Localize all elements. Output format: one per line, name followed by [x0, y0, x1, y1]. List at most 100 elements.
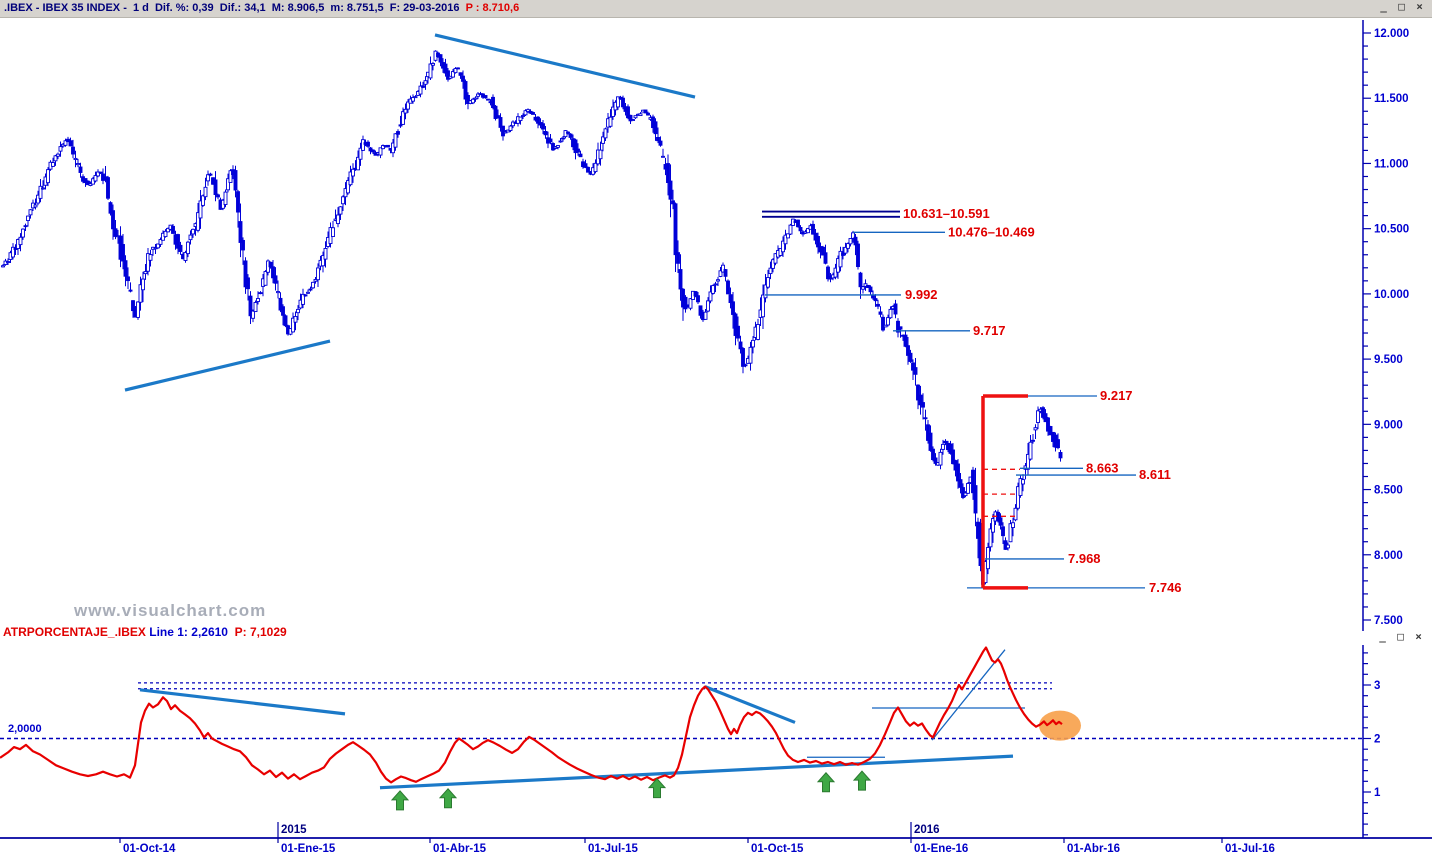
- candle-body: [986, 547, 990, 570]
- candle-body: [708, 291, 713, 302]
- indicator-line-value: 2,2610: [191, 625, 228, 639]
- candle-body: [541, 123, 545, 130]
- candle-body: [131, 300, 135, 312]
- candle-body: [938, 451, 943, 466]
- candle-body: [226, 178, 230, 191]
- candle-body: [998, 517, 1003, 526]
- candle-body: [78, 166, 83, 173]
- atr-line: [0, 646, 1063, 784]
- candle-body: [378, 147, 383, 156]
- price-axis[interactable]: 12.000 11.500 11.000 10.500 10.000 9.500 9.000…: [1362, 20, 1409, 631]
- candle-body: [51, 162, 55, 167]
- candle-body: [463, 81, 468, 100]
- candle-body: [1048, 426, 1053, 436]
- candle-body: [943, 440, 948, 444]
- close-button[interactable]: ×: [1416, 0, 1423, 13]
- candle-body: [858, 272, 863, 288]
- candle-body: [656, 136, 660, 142]
- candlestick-series: [1, 50, 1063, 589]
- candle-body: [926, 424, 930, 441]
- price-axis-tick-label: 10.500: [1374, 224, 1409, 236]
- candle-body: [276, 291, 280, 294]
- price-axis-tick-label: 9.000: [1374, 419, 1403, 431]
- price-level-label: 9.992: [905, 287, 938, 302]
- candle-body: [201, 195, 205, 206]
- candle-body: [223, 191, 228, 205]
- candle-body: [251, 310, 255, 319]
- candle-body: [46, 169, 50, 184]
- maximize-button[interactable]: □: [1397, 630, 1404, 643]
- candle-body: [611, 106, 615, 117]
- candle-body: [711, 285, 715, 294]
- candle-body: [443, 63, 448, 74]
- candle-body: [748, 346, 753, 364]
- candle-body: [491, 96, 495, 109]
- indicator-axis[interactable]: 3 2 1: [1362, 645, 1381, 838]
- minimize-button[interactable]: _: [1380, 0, 1387, 13]
- candle-body: [128, 289, 133, 292]
- candle-body: [366, 141, 370, 147]
- candle-body: [141, 278, 145, 291]
- close-button[interactable]: ×: [1415, 630, 1422, 643]
- candle-body: [451, 71, 455, 78]
- candle-body: [471, 98, 475, 104]
- candle-body: [358, 147, 363, 160]
- candle-body: [963, 492, 968, 497]
- candle-body: [431, 63, 435, 66]
- symbol-info: .IBEX - IBEX 35 INDEX - 1 d Dif. %: 0,39…: [4, 2, 466, 14]
- candle-body: [323, 248, 328, 260]
- candle-body: [921, 402, 925, 408]
- indicator-reference-lines: [0, 682, 1363, 740]
- time-axis[interactable]: 01-Oct-14 01-Ene-15 01-Abr-15 01-Jul-15 01-O…: [0, 822, 1432, 855]
- maximize-button[interactable]: □: [1398, 0, 1405, 13]
- candle-body: [991, 518, 995, 533]
- up-arrow-icon: [816, 771, 836, 793]
- candle-body: [1001, 526, 1005, 537]
- candle-body: [413, 96, 418, 99]
- candle-body: [721, 264, 725, 273]
- candle-body: [726, 280, 730, 295]
- candle-body: [988, 528, 993, 548]
- time-axis-date-label: 01-Oct-15: [751, 843, 804, 855]
- candle-body: [143, 271, 148, 275]
- signal-arrows: [390, 770, 872, 811]
- candle-body: [598, 149, 603, 160]
- candle-body: [961, 487, 965, 498]
- candle-body: [766, 277, 770, 288]
- highlight-ellipse: [1039, 710, 1081, 741]
- candle-body: [706, 300, 710, 312]
- price-levels: 10.631–10.591 10.476–10.469 9.992 9.717 9.21…: [762, 206, 1182, 595]
- candle-body: [96, 171, 100, 177]
- candle-body: [971, 469, 975, 494]
- minimize-button[interactable]: _: [1379, 630, 1386, 643]
- candle-body: [171, 225, 175, 234]
- time-axis-date-label: 01-Ene-16: [914, 843, 968, 855]
- candle-body: [723, 269, 728, 277]
- candle-body: [18, 236, 23, 246]
- candle-body: [108, 202, 113, 214]
- candle-body: [603, 128, 608, 139]
- candle-body: [321, 255, 325, 267]
- candle-body: [661, 155, 665, 158]
- candle-body: [881, 316, 885, 331]
- candle-body: [823, 252, 828, 264]
- year-label: 2015: [281, 824, 307, 836]
- candle-body: [876, 303, 880, 307]
- candle-body: [873, 298, 878, 302]
- last-price: P : 8.710,6: [465, 2, 520, 14]
- candle-body: [621, 97, 625, 108]
- candle-body: [783, 234, 788, 245]
- candle-body: [893, 303, 898, 315]
- candle-body: [821, 246, 825, 256]
- highlight: [1039, 710, 1081, 741]
- candle-body: [566, 131, 570, 134]
- candle-body: [878, 311, 883, 315]
- candle-body: [406, 101, 410, 110]
- candle-body: [296, 308, 300, 314]
- time-axis-date-label: 01-Abr-15: [433, 843, 487, 855]
- candle-body: [848, 238, 853, 245]
- candle-body: [331, 227, 335, 237]
- candle-body: [908, 352, 913, 362]
- candle-body: [826, 266, 830, 280]
